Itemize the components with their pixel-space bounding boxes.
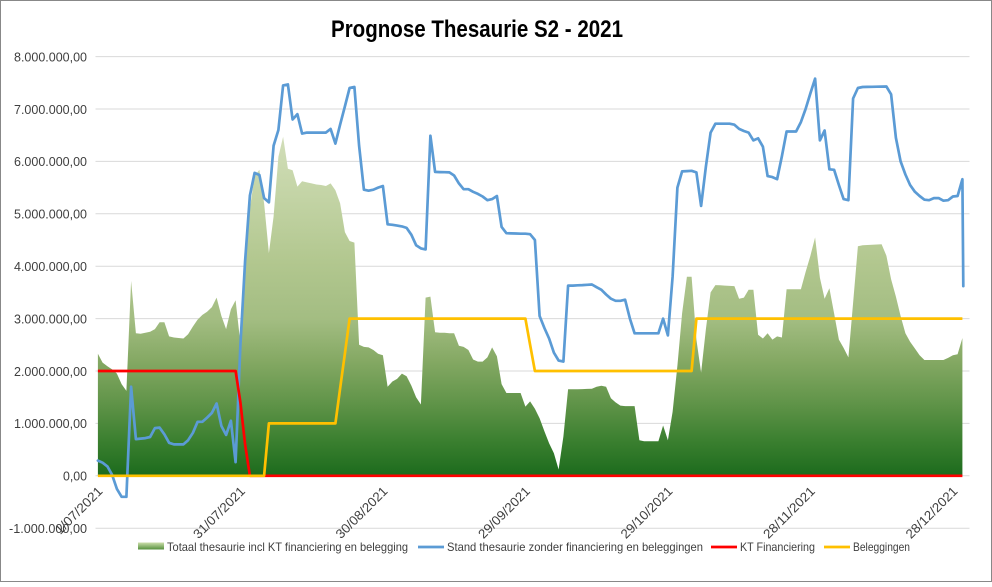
svg-text:1.000.000,00: 1.000.000,00 — [14, 416, 87, 431]
svg-text:8.000.000,00: 8.000.000,00 — [14, 49, 87, 64]
svg-text:KT Financiering: KT Financiering — [740, 540, 815, 554]
svg-text:6.000.000,00: 6.000.000,00 — [14, 154, 87, 169]
svg-text:Prognose Thesaurie S2 - 2021: Prognose Thesaurie S2 - 2021 — [331, 16, 623, 43]
svg-text:Stand thesaurie zonder financi: Stand thesaurie zonder financiering en b… — [447, 540, 703, 554]
svg-text:3.000.000,00: 3.000.000,00 — [14, 311, 87, 326]
svg-text:-1.000.000,00: -1.000.000,00 — [9, 521, 87, 536]
svg-text:4.000.000,00: 4.000.000,00 — [14, 259, 87, 274]
svg-text:7.000.000,00: 7.000.000,00 — [14, 102, 87, 117]
svg-text:Beleggingen: Beleggingen — [853, 540, 910, 554]
svg-text:2.000.000,00: 2.000.000,00 — [14, 364, 87, 379]
svg-text:0,00: 0,00 — [63, 469, 87, 484]
svg-text:5.000.000,00: 5.000.000,00 — [14, 207, 87, 222]
svg-text:Totaal thesaurie incl KT finan: Totaal thesaurie incl KT financiering en… — [167, 540, 408, 554]
